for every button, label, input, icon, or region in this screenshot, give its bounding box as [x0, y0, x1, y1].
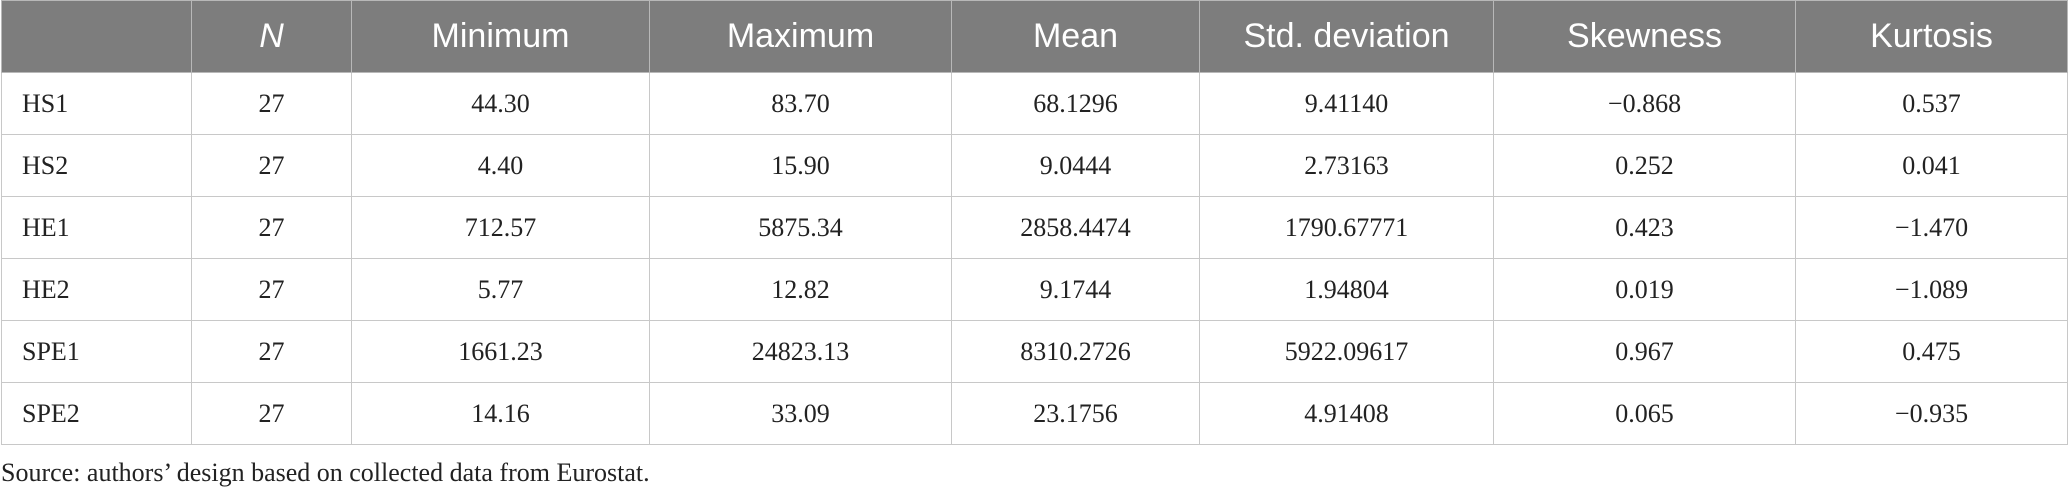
- table-cell: 4.91408: [1199, 382, 1494, 445]
- table-cell: 27: [191, 382, 352, 445]
- table-cell: 2.73163: [1199, 134, 1494, 197]
- table-cell: 23.1756: [951, 382, 1200, 445]
- table-cell: 0.252: [1493, 134, 1796, 197]
- header-row: N Minimum Maximum Mean Std. deviation Skewnes…: [1, 0, 2068, 73]
- table-cell: 83.70: [649, 72, 952, 135]
- table-cell: 33.09: [649, 382, 952, 445]
- table-cell: 27: [191, 258, 352, 321]
- row-label: HS1: [1, 72, 192, 135]
- column-header: Mean: [951, 0, 1200, 73]
- table-row: HE1 27 712.57 5875.34 2858.4474 1790.67771 0.4…: [1, 196, 2068, 259]
- table-row: HS1 27 44.30 83.70 68.1296 9.41140 −0.868 0.537: [1, 72, 2068, 135]
- table-row: HS2 27 4.40 15.90 9.0444 2.73163 0.252 0.041: [1, 134, 2068, 197]
- table-cell: 5875.34: [649, 196, 952, 259]
- table-cell: 0.019: [1493, 258, 1796, 321]
- table-cell: 27: [191, 134, 352, 197]
- table-cell: 15.90: [649, 134, 952, 197]
- table-cell: 4.40: [351, 134, 650, 197]
- table-cell: 1661.23: [351, 320, 650, 383]
- table-cell: 5922.09617: [1199, 320, 1494, 383]
- table-cell: 0.041: [1795, 134, 2068, 197]
- table-cell: 0.537: [1795, 72, 2068, 135]
- row-label: SPE1: [1, 320, 192, 383]
- statistics-table: N Minimum Maximum Mean Std. deviation Skewnes…: [1, 0, 2068, 445]
- table-cell: 68.1296: [951, 72, 1200, 135]
- table-cell: 24823.13: [649, 320, 952, 383]
- table-cell: 8310.2726: [951, 320, 1200, 383]
- corner-cell: [1, 0, 192, 73]
- table-cell: 27: [191, 72, 352, 135]
- table-cell: 14.16: [351, 382, 650, 445]
- row-label: HE2: [1, 258, 192, 321]
- table-cell: 27: [191, 196, 352, 259]
- table-cell: 9.0444: [951, 134, 1200, 197]
- table-cell: −1.470: [1795, 196, 2068, 259]
- row-label: HE1: [1, 196, 192, 259]
- table-cell: 9.41140: [1199, 72, 1494, 135]
- table-row: HE2 27 5.77 12.82 9.1744 1.94804 0.019 −1.089: [1, 258, 2068, 321]
- column-header: N: [191, 0, 352, 73]
- table-cell: 12.82: [649, 258, 952, 321]
- table-cell: 27: [191, 320, 352, 383]
- column-header: Skewness: [1493, 0, 1796, 73]
- table-body: HS1 27 44.30 83.70 68.1296 9.41140 −0.868 0.537…: [1, 72, 2068, 445]
- table-cell: 9.1744: [951, 258, 1200, 321]
- table-cell: 44.30: [351, 72, 650, 135]
- table-cell: 1.94804: [1199, 258, 1494, 321]
- table-cell: 1790.67771: [1199, 196, 1494, 259]
- column-header: Minimum: [351, 0, 650, 73]
- table-cell: −0.935: [1795, 382, 2068, 445]
- column-header: Kurtosis: [1795, 0, 2068, 73]
- table-cell: 5.77: [351, 258, 650, 321]
- row-label: SPE2: [1, 382, 192, 445]
- row-label: HS2: [1, 134, 192, 197]
- table-cell: 2858.4474: [951, 196, 1200, 259]
- table-cell: 712.57: [351, 196, 650, 259]
- column-header: Maximum: [649, 0, 952, 73]
- table-cell: −0.868: [1493, 72, 1796, 135]
- table-cell: −1.089: [1795, 258, 2068, 321]
- table-cell: 0.967: [1493, 320, 1796, 383]
- table-cell: 0.475: [1795, 320, 2068, 383]
- column-header: Std. deviation: [1199, 0, 1494, 73]
- table-row: SPE2 27 14.16 33.09 23.1756 4.91408 0.065 −0.93…: [1, 382, 2068, 445]
- source-note: Source: authors’ design based on collect…: [1, 458, 650, 487]
- table-cell: 0.423: [1493, 196, 1796, 259]
- table-cell: 0.065: [1493, 382, 1796, 445]
- table-row: SPE1 27 1661.23 24823.13 8310.2726 5922.09617…: [1, 320, 2068, 383]
